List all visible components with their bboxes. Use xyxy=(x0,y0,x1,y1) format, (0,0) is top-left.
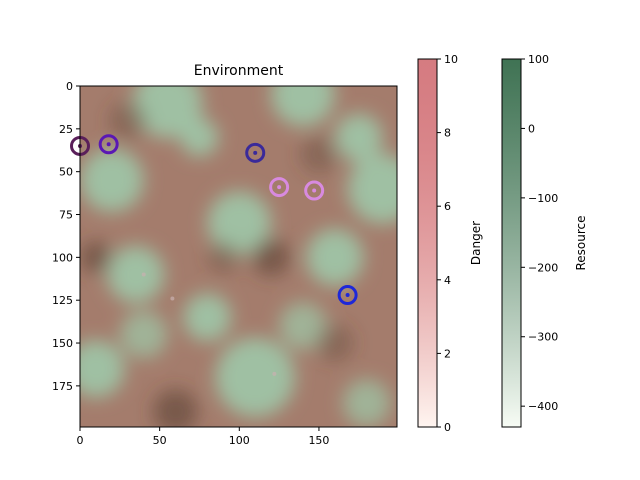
danger-tick-label-5: 10 xyxy=(444,53,458,66)
heatmap-region-16 xyxy=(252,238,291,277)
agent-marker-3 xyxy=(269,177,290,198)
y-tick-label-3: 75 xyxy=(59,209,73,222)
resource-tick-label-4: 0 xyxy=(528,122,535,135)
chart-title: Environment xyxy=(194,63,284,79)
faint-marker-0 xyxy=(141,272,146,277)
danger-colorbar: 0 2 4 6 8 10 Danger xyxy=(417,53,483,434)
x-tick-label-1: 50 xyxy=(153,434,167,447)
danger-colorbar-ticks: 0 2 4 6 8 10 xyxy=(437,53,458,434)
y-tick-label-5: 125 xyxy=(52,294,73,307)
heatmap-region-14 xyxy=(342,379,391,427)
danger-tick-label-2: 4 xyxy=(444,274,451,287)
danger-colorbar-gradient xyxy=(418,59,437,427)
heatmap-region-3 xyxy=(207,191,272,255)
heatmap-field xyxy=(80,86,397,427)
plot-frame xyxy=(79,85,398,428)
resource-tick-label-5: 100 xyxy=(528,53,549,66)
faint-marker-1 xyxy=(170,296,175,301)
heatmap-region-2 xyxy=(347,153,397,224)
danger-tick-label-3: 6 xyxy=(444,200,451,213)
danger-tick-label-0: 0 xyxy=(444,421,451,434)
heatmap-region-8 xyxy=(183,293,232,342)
heatmap-region-1 xyxy=(271,86,335,127)
y-tick-label-0: 0 xyxy=(66,80,73,93)
resource-tick-label-2: −200 xyxy=(528,261,558,274)
heatmap-region-5 xyxy=(80,340,125,398)
heatmap-region-9 xyxy=(80,148,144,213)
resource-tick-label-1: −300 xyxy=(528,331,558,344)
x-tick-label-2: 100 xyxy=(229,434,250,447)
heatmap-region-7 xyxy=(306,228,364,287)
danger-colorbar-frame xyxy=(417,58,438,428)
resource-colorbar-frame xyxy=(501,58,522,428)
y-tick-label-7: 175 xyxy=(52,380,73,393)
resource-colorbar: −400 −300 −200 −100 0 100 Resource xyxy=(501,53,588,428)
faint-markers xyxy=(141,272,277,376)
heatmap-region-20 xyxy=(108,101,147,140)
danger-tick-label-1: 2 xyxy=(444,347,451,360)
y-axis-ticks: 0 25 50 75 100 125 150 175 xyxy=(52,80,80,393)
agent-marker-2 xyxy=(245,142,266,163)
faint-marker-2 xyxy=(272,371,277,376)
environment-heatmap-plot: Environment 0 50 100 150 0 25 50 75 100 125 150 17… xyxy=(52,63,398,447)
resource-tick-label-0: −400 xyxy=(528,400,558,413)
heatmap-region-6 xyxy=(107,245,165,304)
y-tick-label-2: 50 xyxy=(59,166,73,179)
danger-tick-label-4: 8 xyxy=(444,127,451,140)
y-tick-label-1: 25 xyxy=(59,123,73,136)
heatmap-region-4 xyxy=(215,337,296,418)
resource-colorbar-label: Resource xyxy=(574,215,588,270)
resource-colorbar-ticks: −400 −300 −200 −100 0 100 xyxy=(521,53,558,413)
heatmap-region-10 xyxy=(334,113,383,162)
heatmap-region-12 xyxy=(119,310,168,359)
danger-colorbar-label: Danger xyxy=(469,221,483,265)
heatmap-region-18 xyxy=(207,241,240,274)
x-axis-ticks: 0 50 100 150 xyxy=(77,427,329,447)
agent-marker-4 xyxy=(304,180,325,201)
heatmap-region-21 xyxy=(299,135,339,174)
agent-marker-1 xyxy=(98,134,119,155)
resource-colorbar-gradient xyxy=(502,59,521,427)
resource-tick-label-3: −100 xyxy=(528,192,558,205)
y-tick-label-6: 150 xyxy=(52,337,73,350)
heatmap-region-11 xyxy=(180,118,219,157)
heatmap-region-19 xyxy=(315,323,354,363)
heatmap-region-13 xyxy=(279,302,327,350)
agent-marker-5 xyxy=(337,285,358,306)
heatmap-region-15 xyxy=(80,241,112,274)
y-tick-label-4: 100 xyxy=(52,251,73,264)
x-tick-label-3: 150 xyxy=(308,434,329,447)
heatmap-region-17 xyxy=(153,389,198,427)
x-tick-label-0: 0 xyxy=(77,434,84,447)
